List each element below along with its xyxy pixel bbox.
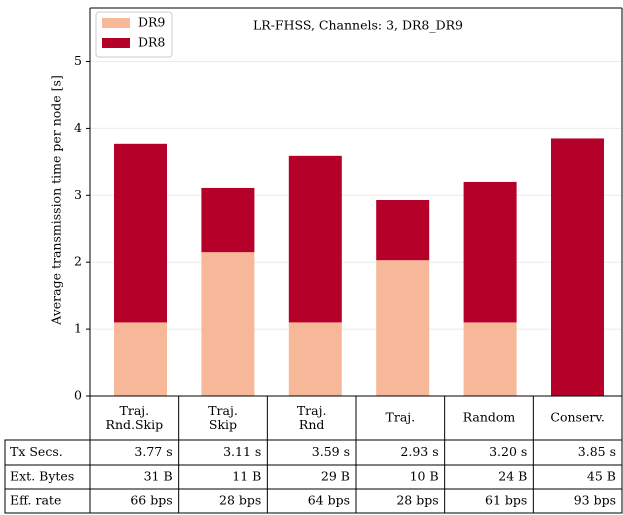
table-cell: 2.93 s (400, 444, 438, 459)
x-tick-label: Traj. Rnd (297, 403, 327, 432)
x-tick-label: Traj. (386, 410, 416, 425)
table-cell: 93 bps (574, 493, 616, 508)
table-cell: 10 B (410, 469, 439, 484)
legend-swatch (102, 18, 130, 28)
table-row-label: Tx Secs. (10, 444, 63, 459)
bar-segment (288, 155, 342, 323)
table-cell: 28 bps (219, 493, 261, 508)
table-cell: 45 B (587, 469, 616, 484)
x-tick-label: Conserv. (550, 410, 604, 425)
bar-segment (114, 143, 167, 323)
y-tick-label: 0 (74, 388, 82, 403)
table-cell: 3.20 s (489, 444, 527, 459)
bar-segment (463, 181, 517, 323)
y-tick-label: 4 (74, 120, 82, 135)
y-tick-label: 2 (74, 254, 82, 269)
x-tick-label: Traj. Rnd.Skip (106, 403, 164, 432)
y-tick-label: 5 (74, 53, 82, 68)
table-cell: 61 bps (485, 493, 527, 508)
table-cell: 3.11 s (223, 444, 261, 459)
table-cell: 3.77 s (134, 444, 172, 459)
x-tick-label: Random (463, 410, 516, 425)
bar-segment (201, 252, 255, 396)
table-cell: 66 bps (130, 493, 172, 508)
bar-segment (376, 260, 430, 396)
legend-label: DR8 (138, 35, 165, 50)
bar-segment (288, 322, 342, 396)
table-cell: 11 B (232, 469, 261, 484)
chart-title: LR-FHSS, Channels: 3, DR8_DR9 (253, 18, 463, 33)
table-cell: 28 bps (396, 493, 438, 508)
table-row-label: Eff. rate (10, 493, 61, 508)
bar-segment (463, 322, 517, 396)
legend-label: DR9 (138, 15, 165, 30)
table-cell: 3.59 s (312, 444, 350, 459)
table-cell: 3.85 s (578, 444, 616, 459)
x-tick-label: Traj. Skip (208, 403, 238, 432)
bar-segment (376, 199, 430, 261)
table-row-box (4, 464, 623, 490)
legend-swatch (102, 38, 130, 48)
bar-segment (201, 187, 255, 253)
bar-segment (551, 138, 604, 396)
y-axis-label: Average transmission time per node [s] (49, 75, 64, 326)
table-cell: 24 B (498, 469, 527, 484)
table-cell: 31 B (144, 469, 173, 484)
table-cell: 29 B (321, 469, 350, 484)
y-tick-label: 3 (74, 187, 82, 202)
bar-segment (114, 322, 167, 396)
table-cell: 64 bps (308, 493, 350, 508)
y-tick-label: 1 (74, 321, 82, 336)
table-row-label: Ext. Bytes (10, 469, 74, 484)
